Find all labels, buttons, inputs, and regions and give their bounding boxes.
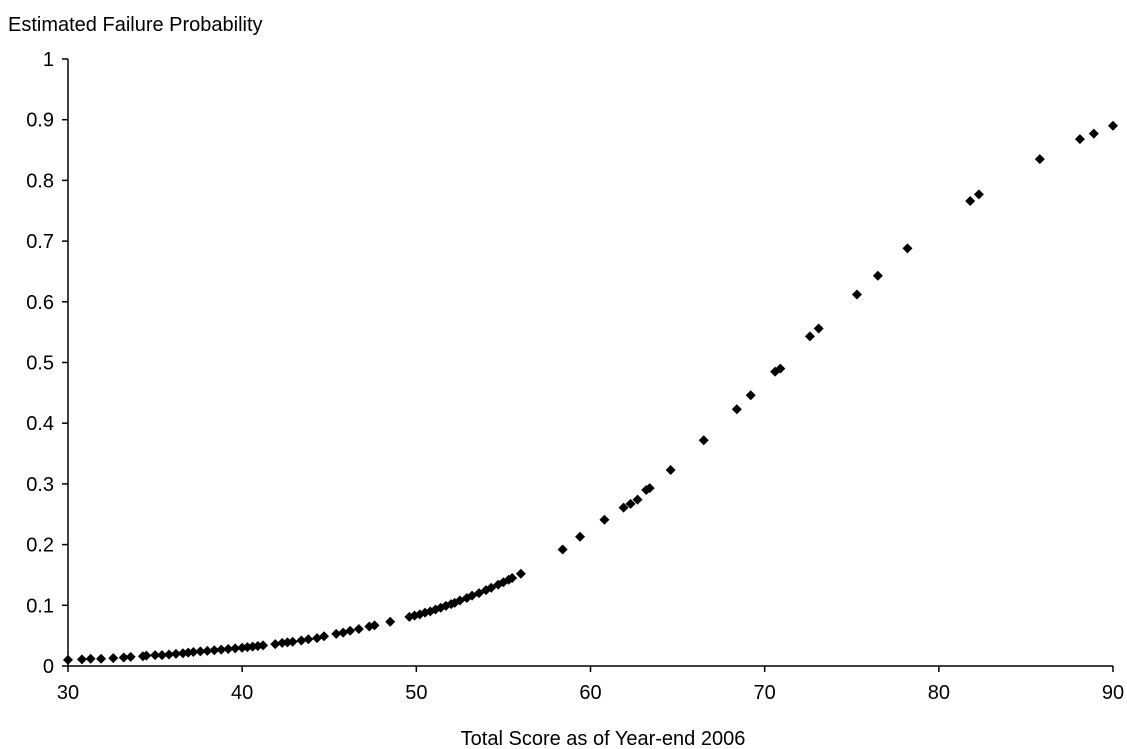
data-point bbox=[618, 502, 629, 513]
data-point bbox=[170, 648, 181, 659]
data-point bbox=[575, 531, 586, 542]
x-tick-label: 70 bbox=[754, 682, 776, 704]
data-point bbox=[486, 582, 497, 593]
data-point bbox=[209, 645, 220, 656]
data-point bbox=[216, 644, 227, 655]
data-point bbox=[296, 635, 307, 646]
data-point bbox=[851, 289, 862, 300]
data-point bbox=[223, 644, 234, 655]
data-point bbox=[195, 646, 206, 657]
data-point bbox=[270, 639, 281, 650]
data-point bbox=[775, 363, 786, 374]
data-points bbox=[63, 120, 1118, 665]
data-point bbox=[345, 625, 356, 636]
data-point bbox=[76, 654, 87, 665]
data-point bbox=[745, 390, 756, 401]
data-point bbox=[258, 640, 269, 651]
data-point bbox=[665, 464, 676, 475]
data-point bbox=[150, 650, 161, 661]
y-tick-label: 0.2 bbox=[26, 535, 54, 557]
data-point bbox=[625, 498, 636, 509]
data-point bbox=[319, 631, 330, 642]
data-point bbox=[474, 588, 485, 599]
data-point bbox=[303, 634, 314, 645]
plot-area: 0 0.1 0.2 0.3 0.4 0.5 0.6 0.7 0.8 0.9 1 30 40 50 60 70… bbox=[26, 49, 1124, 704]
data-point bbox=[63, 654, 73, 665]
data-point bbox=[902, 243, 913, 254]
data-point bbox=[188, 647, 199, 658]
data-point bbox=[157, 650, 168, 661]
y-tick-label: 1 bbox=[43, 49, 54, 71]
data-point bbox=[698, 435, 709, 446]
data-point bbox=[369, 620, 380, 631]
y-tick-label: 0.4 bbox=[26, 413, 54, 435]
y-tick-label: 0.1 bbox=[26, 595, 54, 617]
data-point bbox=[164, 649, 175, 660]
data-point bbox=[1034, 154, 1045, 165]
data-point bbox=[353, 623, 364, 634]
x-tick-label: 90 bbox=[1102, 682, 1124, 704]
data-point bbox=[230, 643, 241, 654]
data-point bbox=[804, 331, 815, 342]
data-point bbox=[973, 189, 984, 200]
x-axis-ticks: 30 40 50 60 70 80 90 bbox=[57, 666, 1124, 704]
x-tick-label: 30 bbox=[57, 682, 79, 704]
x-tick-label: 60 bbox=[579, 682, 601, 704]
data-point bbox=[813, 323, 824, 334]
data-point bbox=[85, 653, 96, 664]
y-tick-label: 0.8 bbox=[26, 170, 54, 192]
x-tick-label: 40 bbox=[231, 682, 253, 704]
data-point bbox=[125, 651, 136, 662]
y-tick-label: 0 bbox=[43, 656, 54, 678]
data-point bbox=[1088, 128, 1099, 139]
data-point bbox=[632, 494, 643, 505]
x-tick-label: 80 bbox=[928, 682, 950, 704]
y-tick-label: 0.6 bbox=[26, 292, 54, 314]
data-point bbox=[1108, 120, 1118, 131]
data-point bbox=[731, 404, 742, 415]
data-point bbox=[118, 652, 129, 663]
data-point bbox=[965, 196, 976, 207]
y-axis-ticks: 0 0.1 0.2 0.3 0.4 0.5 0.6 0.7 0.8 0.9 1 bbox=[26, 49, 68, 678]
x-tick-label: 50 bbox=[405, 682, 427, 704]
data-point bbox=[385, 616, 396, 627]
x-axis-title: Total Score as of Year-end 2006 bbox=[461, 728, 746, 749]
data-point bbox=[557, 544, 568, 555]
data-point bbox=[141, 650, 152, 661]
data-point bbox=[202, 645, 213, 656]
y-tick-label: 0.5 bbox=[26, 353, 54, 375]
data-point bbox=[338, 627, 349, 638]
y-axis-title: Estimated Failure Probability bbox=[8, 14, 263, 36]
data-point bbox=[287, 636, 298, 647]
y-tick-label: 0.3 bbox=[26, 474, 54, 496]
y-tick-label: 0.7 bbox=[26, 231, 54, 253]
y-tick-label: 0.9 bbox=[26, 110, 54, 132]
data-point bbox=[1074, 134, 1085, 145]
data-point bbox=[644, 483, 655, 494]
data-point bbox=[108, 653, 119, 664]
data-point bbox=[872, 270, 883, 281]
data-point bbox=[312, 633, 323, 644]
data-point bbox=[599, 514, 610, 525]
data-point bbox=[515, 568, 526, 579]
data-point bbox=[96, 653, 107, 664]
data-point bbox=[507, 572, 518, 583]
data-point bbox=[331, 628, 342, 639]
